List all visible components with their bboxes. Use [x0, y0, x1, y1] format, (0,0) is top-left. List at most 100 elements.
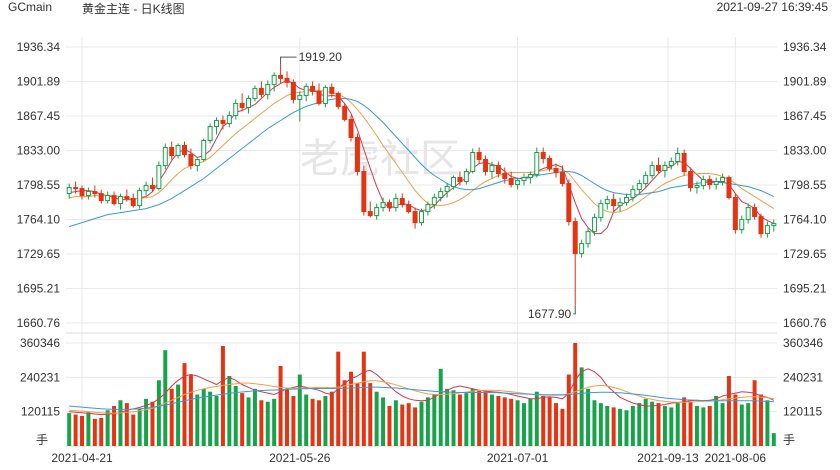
candle-body — [425, 204, 431, 213]
volume-bar — [163, 350, 168, 446]
volume-bar — [457, 394, 462, 446]
volume-bar — [707, 405, 712, 446]
candle-body — [175, 144, 181, 157]
candle-body — [105, 195, 111, 202]
low-callout-label: 1677.90 — [528, 307, 572, 321]
candle-body — [380, 202, 386, 209]
candle-body — [463, 171, 469, 183]
volume-bar — [477, 390, 482, 446]
volume-bar — [240, 393, 245, 446]
volume-bar — [419, 401, 424, 446]
candle-body — [393, 198, 399, 209]
volume-bar — [509, 398, 514, 446]
volume-bar — [131, 414, 136, 446]
volume-bar — [496, 395, 501, 446]
candle-body — [201, 139, 207, 161]
volume-bar — [323, 395, 328, 446]
volume-bar — [502, 397, 507, 446]
candle-body — [758, 216, 764, 235]
candles — [66, 64, 777, 306]
candle-body — [124, 196, 130, 200]
candle-body — [329, 86, 335, 94]
price-tick-right: 1867.45 — [783, 109, 827, 123]
volume-bar — [112, 405, 117, 446]
volume-bar — [304, 394, 309, 446]
candle-body — [207, 125, 213, 141]
candle-body — [265, 83, 271, 95]
volume-unit-right: 手 — [783, 433, 795, 447]
candle-body — [598, 203, 604, 219]
candle-body — [419, 211, 424, 224]
volume-tick-left: 240231 — [20, 370, 60, 384]
volume-bar — [355, 383, 360, 446]
volume-bar — [682, 397, 687, 446]
volume-bar — [342, 380, 347, 446]
candle-body — [322, 86, 328, 104]
volume-bar — [579, 367, 584, 446]
candle-body — [720, 177, 726, 183]
candle-body — [726, 177, 732, 199]
volume-ma-line-1 — [69, 368, 775, 416]
chart-title: 黄金主连 - 日K线图 — [82, 2, 185, 16]
volume-bar — [208, 391, 213, 446]
candle-body — [226, 114, 232, 124]
price-tick-left: 1695.21 — [17, 282, 61, 296]
candle-body — [316, 90, 322, 104]
volume-bar — [739, 404, 744, 446]
candle-body — [444, 186, 450, 193]
candle-body — [694, 185, 700, 189]
volume-bar — [73, 414, 78, 446]
candle-body — [92, 191, 98, 195]
volume-bar — [246, 397, 251, 446]
volume-tick-left: 360346 — [20, 336, 60, 350]
volume-bar — [406, 403, 411, 446]
candle-body — [662, 165, 668, 172]
candle-body — [367, 211, 373, 217]
annotations: 1919.20 1677.90 — [280, 50, 576, 321]
volume-bar — [310, 398, 315, 446]
volume-bar — [361, 351, 366, 446]
candle-body — [412, 211, 418, 224]
candle-body — [252, 87, 258, 99]
volume-bar — [771, 433, 776, 446]
volume-bar — [182, 363, 187, 446]
volume-bar — [637, 403, 642, 446]
candle-body — [630, 189, 636, 199]
volume-ma-line-3 — [69, 386, 774, 410]
candle-body — [540, 152, 546, 160]
volume-bar — [650, 401, 655, 446]
candle-body — [438, 191, 444, 199]
volume-bar — [400, 404, 405, 446]
candle-body — [284, 77, 290, 83]
candle-body — [675, 153, 681, 163]
volume-bar — [489, 394, 494, 446]
candle-body — [354, 136, 360, 173]
price-tick-left: 1901.89 — [17, 75, 61, 89]
candle-body — [399, 198, 405, 206]
candle-body — [604, 199, 610, 205]
volume-bar — [80, 415, 84, 446]
volume-bar — [643, 398, 648, 446]
candle-body — [553, 168, 559, 174]
volume-bar — [291, 395, 296, 446]
candle-body — [290, 81, 296, 100]
volume-bar — [765, 400, 770, 446]
candle-body — [688, 171, 694, 189]
symbol-label: GCmain — [8, 0, 53, 14]
volume-bar — [726, 375, 731, 446]
date-tick: 2021-05-26 — [269, 451, 331, 465]
candle-body — [745, 207, 751, 221]
price-tick-right: 1798.55 — [783, 178, 827, 192]
candle-body — [572, 221, 578, 255]
candle-body — [143, 185, 149, 192]
volume-bar — [214, 395, 219, 446]
candle-body — [764, 225, 770, 235]
volume-bar — [220, 345, 225, 446]
volume-bar — [285, 388, 289, 446]
volume-bar — [329, 391, 334, 446]
candle-body — [156, 165, 162, 190]
volume-average-lines — [69, 368, 775, 416]
candle-body — [451, 177, 457, 188]
candle-body — [495, 165, 501, 175]
